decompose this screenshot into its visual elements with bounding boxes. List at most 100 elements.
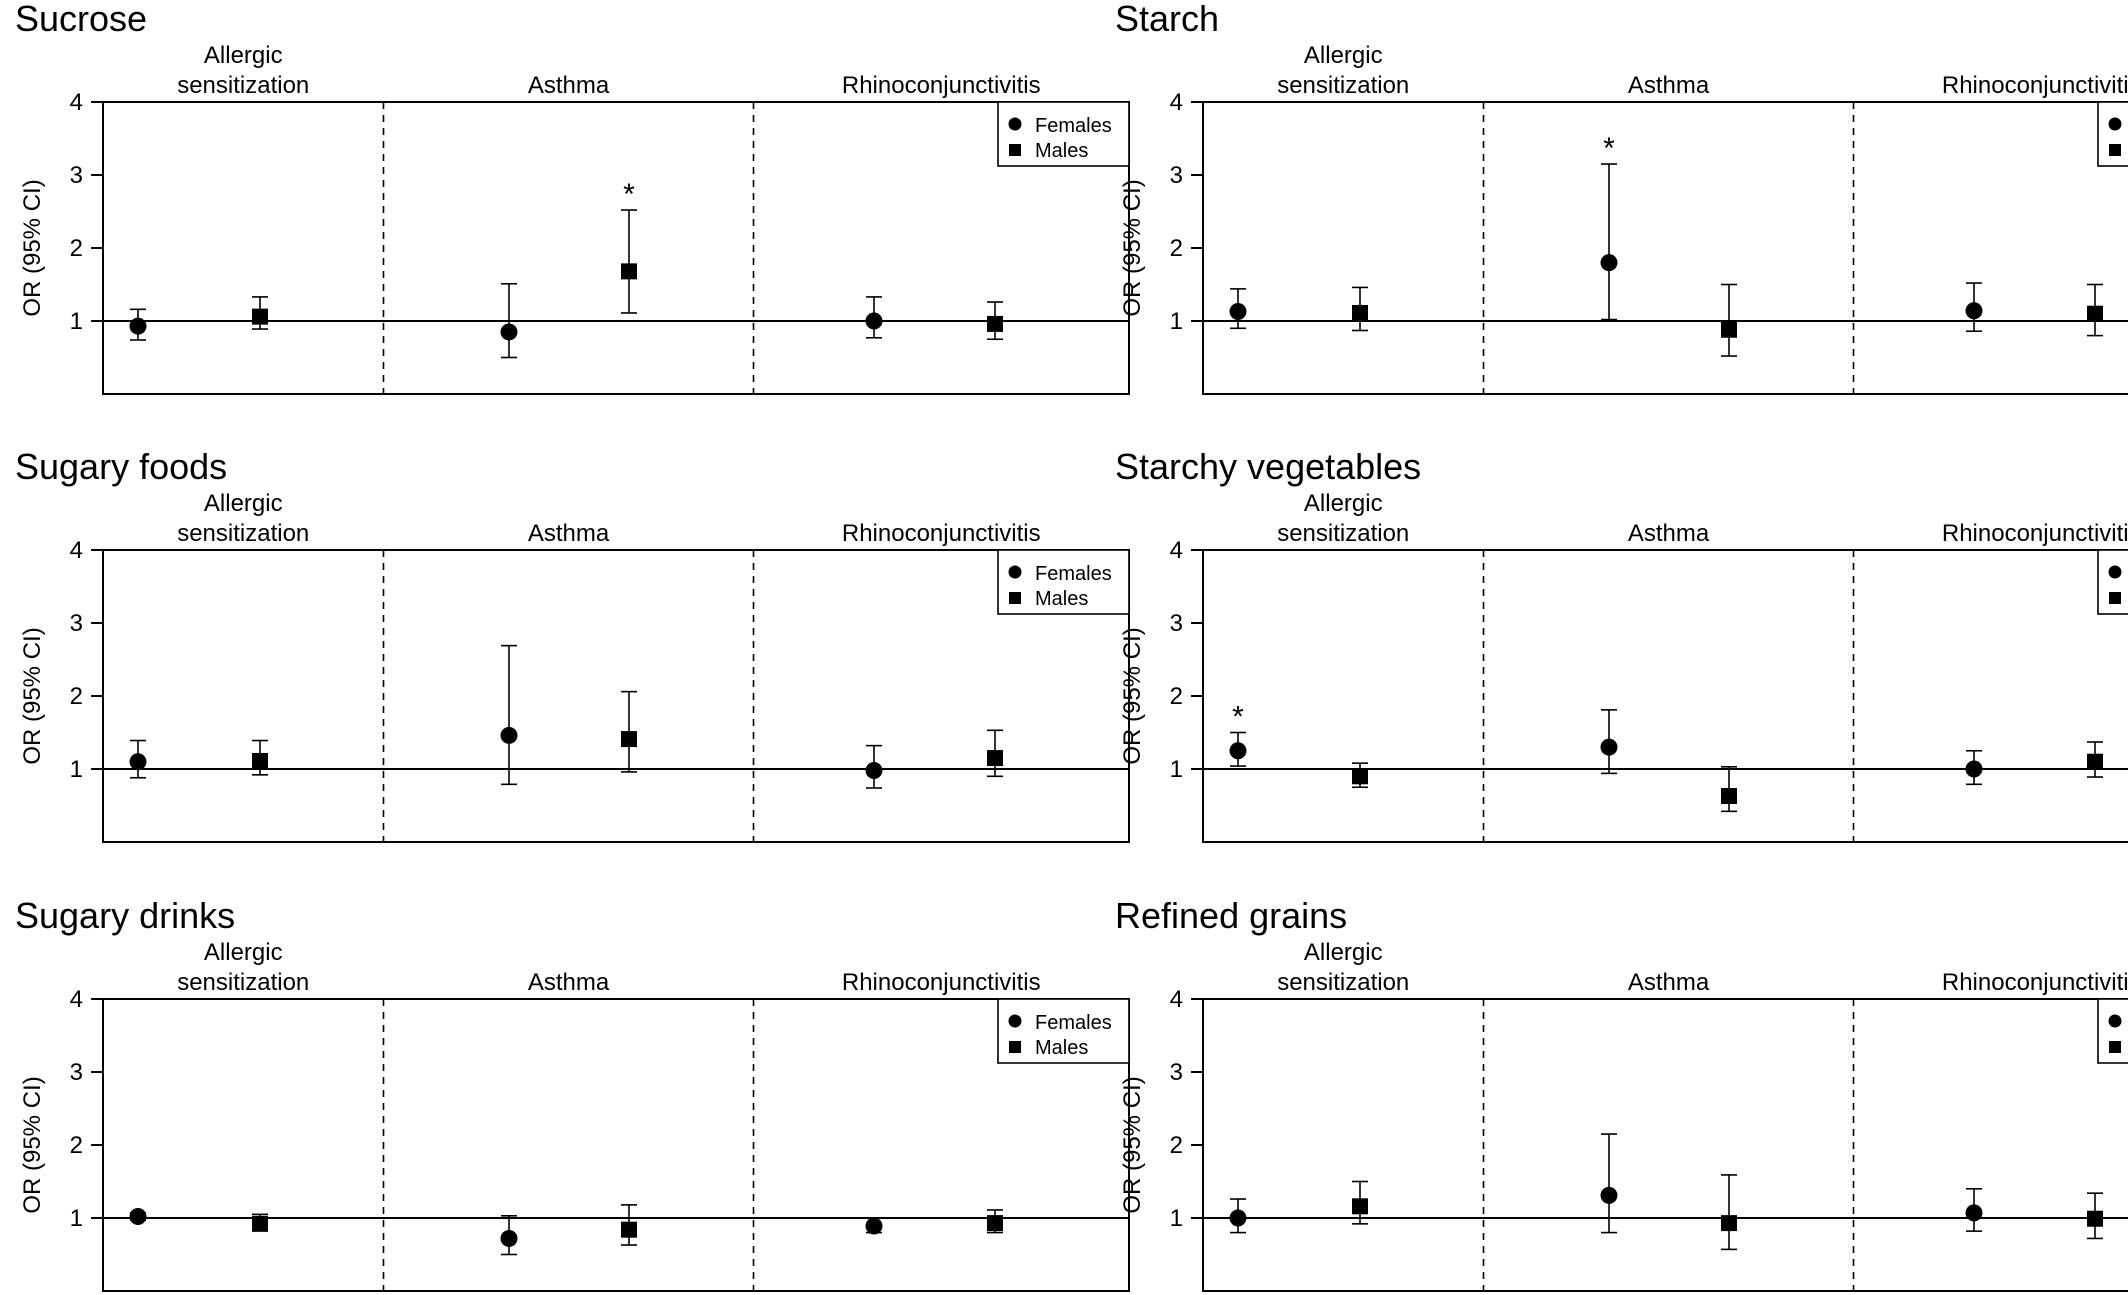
legend-female-marker: [1008, 1014, 1022, 1028]
y-tick-label: 1: [70, 308, 83, 335]
y-tick-label: 2: [70, 1132, 83, 1159]
legend-box: [2097, 549, 2128, 615]
significance-marker: *: [1232, 701, 1244, 734]
group-label: Rhinoconjunctivitis: [842, 72, 1041, 99]
legend-male-marker: [2109, 592, 2121, 604]
male-point: [621, 1221, 637, 1238]
group-label: Rhinoconjunctivitis: [1942, 520, 2128, 547]
y-axis-label: OR (95% CI): [19, 179, 46, 316]
group-label: Rhinoconjunctivitis: [1942, 72, 2128, 99]
legend-male-marker: [2109, 1041, 2121, 1053]
female-point: [129, 317, 147, 335]
chart-title: Sucrose: [15, 0, 147, 39]
group-label: Allergic: [1304, 490, 1383, 517]
group-label: sensitization: [177, 969, 309, 996]
y-tick-label: 1: [70, 756, 83, 783]
female-point: [500, 1229, 518, 1247]
male-point: [987, 1215, 1003, 1232]
chart-title: Sugary drinks: [15, 895, 235, 936]
y-tick-label: 2: [1170, 235, 1183, 262]
male-point: [2087, 1210, 2103, 1227]
y-tick-label: 4: [70, 89, 83, 116]
chart-title: Starchy vegetables: [1115, 446, 1421, 487]
female-point: [1600, 254, 1618, 272]
male-point: [1721, 321, 1737, 338]
group-label: Allergic: [1304, 939, 1383, 966]
legend-female-marker: [1008, 565, 1022, 579]
y-tick-label: 4: [70, 537, 83, 564]
male-point: [252, 1215, 268, 1232]
plot-frame: [102, 549, 1130, 843]
legend-box: [2097, 998, 2128, 1064]
y-tick-label: 3: [1170, 610, 1183, 637]
chart-panel: Sugary foods Allergic sensitization Asthma R…: [15, 446, 1130, 843]
female-point: [500, 323, 518, 341]
y-tick-label: 1: [1170, 1205, 1183, 1232]
group-label: sensitization: [1277, 72, 1409, 99]
legend-female-marker: [2108, 117, 2122, 131]
legend-male-marker: [2109, 144, 2121, 156]
y-tick-label: 4: [70, 986, 83, 1013]
chart-title: Refined grains: [1115, 895, 1347, 936]
y-tick-label: 2: [70, 683, 83, 710]
group-label: sensitization: [177, 72, 309, 99]
y-tick-label: 3: [1170, 1059, 1183, 1086]
group-label: Allergic: [204, 42, 283, 69]
y-tick-label: 4: [1170, 986, 1183, 1013]
chart-panel: Starch Allergic sensitization Asthma Rhinoco…: [1115, 0, 2128, 395]
y-tick-label: 4: [1170, 89, 1183, 116]
y-axis-label: OR (95% CI): [19, 1076, 46, 1213]
male-point: [2087, 305, 2103, 322]
chart-panel: Refined grains Allergic sensitization Asthm…: [1115, 895, 2128, 1292]
male-point: [1352, 304, 1368, 321]
female-point: [1965, 302, 1983, 320]
y-axis-label: OR (95% CI): [1119, 1076, 1146, 1213]
group-label: Asthma: [1628, 520, 1710, 547]
y-axis-label: OR (95% CI): [19, 627, 46, 764]
male-point: [1721, 1215, 1737, 1232]
female-point: [865, 1217, 883, 1235]
male-point: [2087, 753, 2103, 770]
chart-title: Starch: [1115, 0, 1219, 39]
legend-box: [2097, 101, 2128, 167]
legend-male-marker: [1009, 592, 1021, 604]
group-label: Allergic: [204, 939, 283, 966]
chart-title: Sugary foods: [15, 446, 227, 487]
plot-frame: [1202, 101, 2128, 395]
plot-frame: [1202, 549, 2128, 843]
group-label: Asthma: [528, 969, 610, 996]
legend-female-marker: [1008, 117, 1022, 131]
legend-male-marker: [1009, 144, 1021, 156]
group-label: Asthma: [1628, 72, 1710, 99]
female-point: [865, 312, 883, 330]
y-tick-label: 2: [1170, 683, 1183, 710]
legend-label-females: Females: [1035, 1012, 1112, 1034]
male-point: [987, 750, 1003, 767]
female-point: [1229, 303, 1247, 321]
y-axis-label: OR (95% CI): [1119, 179, 1146, 316]
y-axis-label: OR (95% CI): [1119, 627, 1146, 764]
y-tick-label: 4: [1170, 537, 1183, 564]
y-tick-label: 1: [1170, 308, 1183, 335]
male-point: [621, 731, 637, 748]
male-point: [252, 752, 268, 769]
legend-male-marker: [1009, 1041, 1021, 1053]
male-point: [621, 263, 637, 280]
female-point: [129, 753, 147, 771]
y-tick-label: 3: [1170, 162, 1183, 189]
female-point: [1229, 742, 1247, 760]
group-label: Rhinoconjunctivitis: [842, 520, 1041, 547]
group-label: Allergic: [1304, 42, 1383, 69]
legend-label-females: Females: [1035, 115, 1112, 137]
female-point: [1600, 738, 1618, 756]
female-point: [1965, 760, 1983, 778]
chart-panel: Sugary drinks Allergic sensitization Asthma…: [15, 895, 1130, 1292]
female-point: [1965, 1204, 1983, 1222]
group-label: sensitization: [177, 520, 309, 547]
female-point: [1229, 1209, 1247, 1227]
significance-marker: *: [1603, 132, 1615, 165]
